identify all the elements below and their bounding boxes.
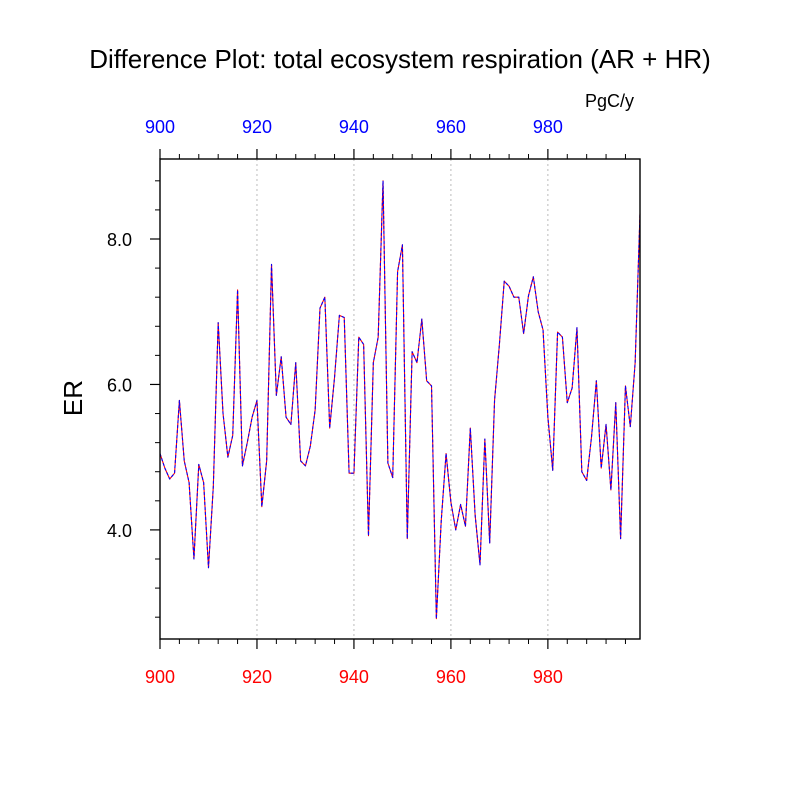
y-axis-label: ER [58,380,88,416]
data-series [159,180,641,620]
x-tick-label-bottom: 980 [533,667,563,687]
x-tick-label-bottom: 940 [339,667,369,687]
y-tick-label: 4.0 [107,521,132,541]
plot-frame [159,158,641,640]
x-tick-label-top: 960 [436,117,466,137]
series-line [159,180,641,620]
x-tick-label-bottom: 960 [436,667,466,687]
tick-labels: 900 900 920 920 940 940 960 960 980 980 4.0 6.0 8.0 [107,117,563,687]
x-tick-label-top: 900 [145,117,175,137]
x-tick-label-top: 980 [533,117,563,137]
x-tick-label-top: 940 [339,117,369,137]
x-tick-label-top: 920 [242,117,272,137]
x-tick-label-bottom: 920 [242,667,272,687]
units-label: PgC/y [585,91,635,111]
major-ticks [150,149,549,649]
series-line-dashed [159,180,641,620]
y-tick-label: 8.0 [107,230,132,250]
grid-lines [256,159,549,639]
chart-title: Difference Plot: total ecosystem respira… [89,44,711,74]
minor-ticks [155,154,626,644]
x-tick-label-bottom: 900 [145,667,175,687]
y-tick-label: 6.0 [107,375,132,395]
